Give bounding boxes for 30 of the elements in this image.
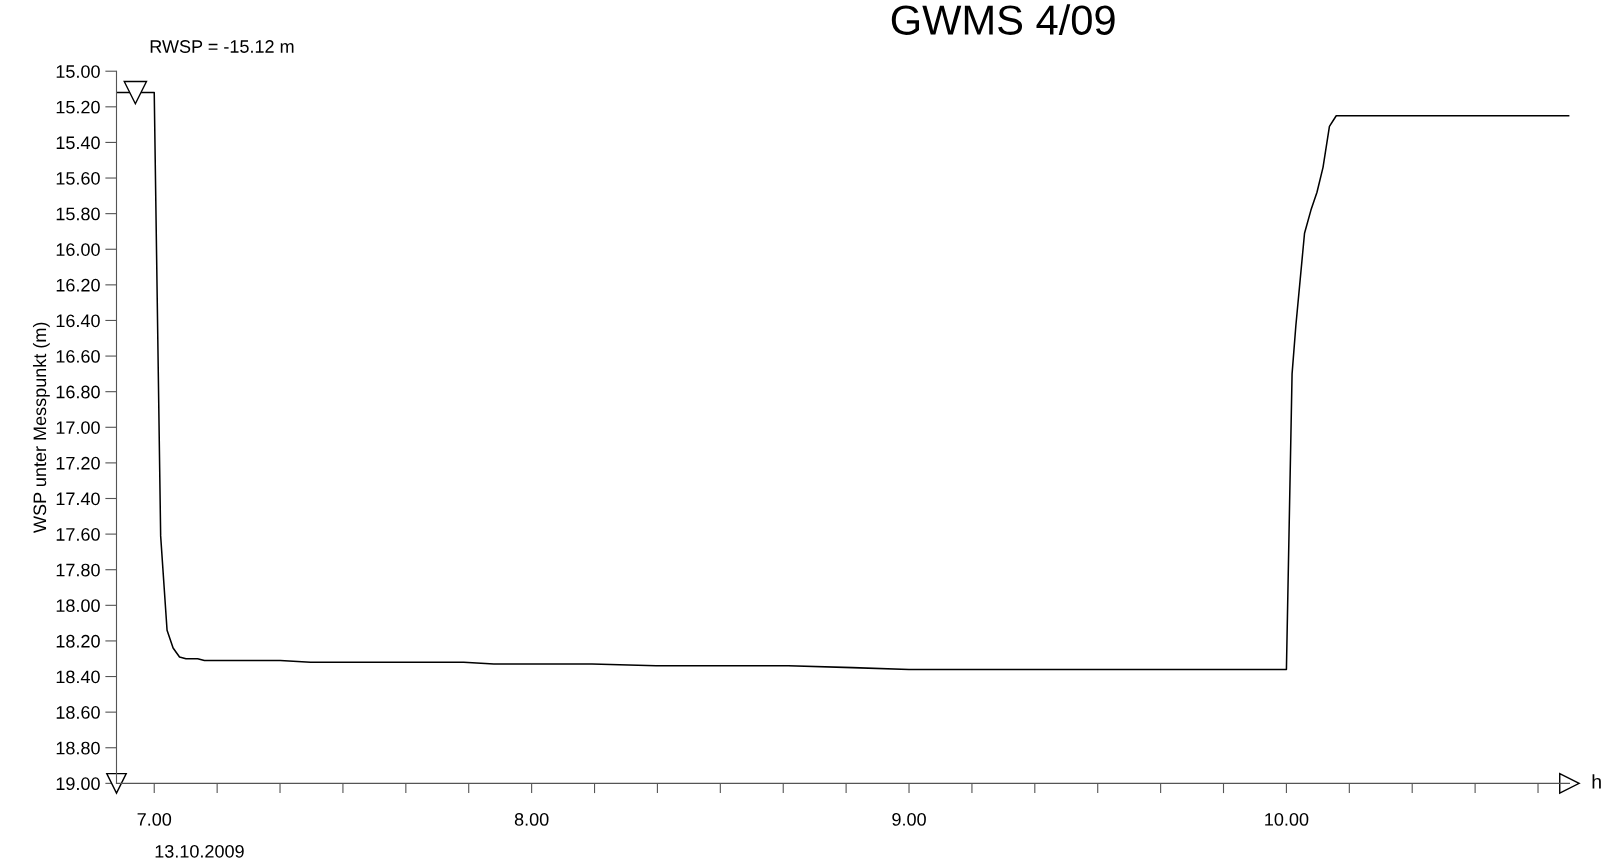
y-tick-label: 18.80 bbox=[56, 741, 100, 755]
y-tick-label: 15.40 bbox=[56, 136, 100, 150]
y-tick-label: 17.40 bbox=[56, 492, 100, 506]
y-tick-label: 15.20 bbox=[56, 100, 100, 114]
y-tick-label: 15.00 bbox=[56, 65, 100, 78]
y-tick-label: 17.20 bbox=[56, 456, 100, 470]
x-tick-label: 10.00 bbox=[1265, 813, 1309, 826]
y-tick-label: 16.60 bbox=[56, 350, 100, 363]
chart-title: GWMS 4/09 bbox=[891, 4, 1115, 35]
y-tick-label: 19.00 bbox=[56, 777, 100, 791]
y-tick-label: 17.00 bbox=[56, 421, 100, 434]
y-tick-label: 16.20 bbox=[56, 278, 100, 292]
x-tick-label: 9.00 bbox=[892, 813, 926, 826]
y-tick-label: 18.60 bbox=[56, 706, 100, 719]
y-tick-label: 15.80 bbox=[56, 207, 100, 221]
y-tick-label: 18.00 bbox=[56, 599, 100, 613]
y-tick-label: 16.00 bbox=[56, 243, 100, 256]
x-tick-label: 8.00 bbox=[514, 813, 549, 826]
y-tick-label: 18.40 bbox=[56, 670, 100, 684]
y-tick-label: 18.20 bbox=[56, 634, 100, 648]
y-tick-label: 17.80 bbox=[56, 563, 100, 577]
y-axis-title: WSP unter Messpunkt (m) bbox=[32, 322, 50, 533]
text: 13.10.2009 bbox=[155, 844, 244, 858]
y-tick-label: 16.40 bbox=[56, 314, 100, 328]
annotation: RWSP = -15.12 m bbox=[150, 40, 294, 53]
y-tick-label: 16.80 bbox=[56, 385, 100, 399]
x-axis-title: h bbox=[1592, 774, 1601, 789]
y-tick-label: 15.60 bbox=[56, 171, 100, 185]
y-tick-label: 17.60 bbox=[56, 528, 100, 541]
x-tick-label: 7.00 bbox=[137, 813, 172, 826]
